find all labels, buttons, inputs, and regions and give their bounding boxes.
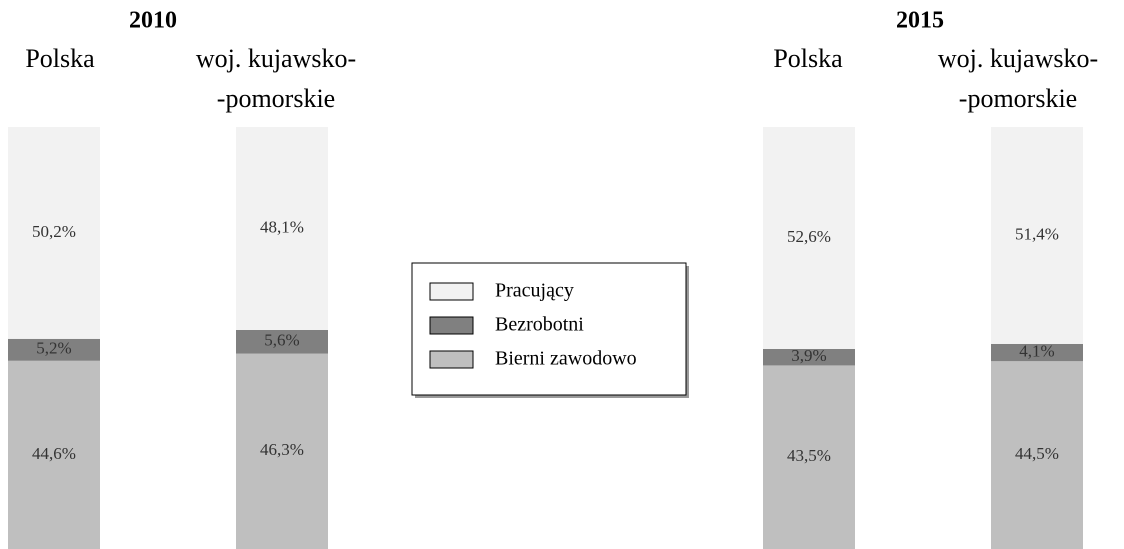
- group-title: 2015: [896, 8, 944, 34]
- value-label: 44,5%: [1015, 444, 1059, 463]
- bar-segment: [991, 361, 1083, 549]
- legend-swatch: [429, 282, 474, 301]
- bar-segment: [8, 360, 100, 549]
- value-label: 51,4%: [1015, 224, 1059, 243]
- legend-label: Bezrobotni: [495, 314, 584, 336]
- bar-segment: [8, 127, 100, 339]
- value-label: 46,3%: [260, 440, 304, 459]
- bar-segment: [763, 348, 855, 366]
- legend-label: Pracujący: [495, 280, 574, 302]
- category-label: -pomorskie: [959, 84, 1077, 113]
- bar-segment: [763, 127, 855, 349]
- value-label: 43,5%: [787, 446, 831, 465]
- legend-label: Bierni zawodowo: [495, 348, 637, 370]
- legend-swatch: [429, 350, 474, 369]
- value-label: 44,6%: [32, 444, 76, 463]
- bar-segment: [991, 127, 1083, 344]
- value-label: 4,1%: [1019, 341, 1054, 360]
- group-title: 2010: [129, 8, 177, 34]
- bar-segment: [8, 338, 100, 361]
- bar-segment: [236, 127, 328, 330]
- category-label: -pomorskie: [217, 84, 335, 113]
- category-label: Polska: [25, 44, 95, 73]
- value-label: 48,1%: [260, 217, 304, 236]
- category-label: woj. kujawsko-: [938, 44, 1098, 73]
- value-label: 52,6%: [787, 227, 831, 246]
- value-label: 3,9%: [791, 346, 826, 365]
- legend-swatch: [429, 316, 474, 335]
- bar-segment: [236, 353, 328, 549]
- value-label: 5,2%: [36, 339, 71, 358]
- bar-segment: [763, 365, 855, 549]
- value-label: 50,2%: [32, 222, 76, 241]
- bar-segment: [991, 343, 1083, 362]
- bar-segment: [236, 329, 328, 354]
- category-label: Polska: [773, 44, 843, 73]
- category-label: woj. kujawsko-: [196, 44, 356, 73]
- value-label: 5,6%: [264, 331, 299, 350]
- legend: Pracujący Bezrobotni Bierni zawodowo: [411, 262, 689, 398]
